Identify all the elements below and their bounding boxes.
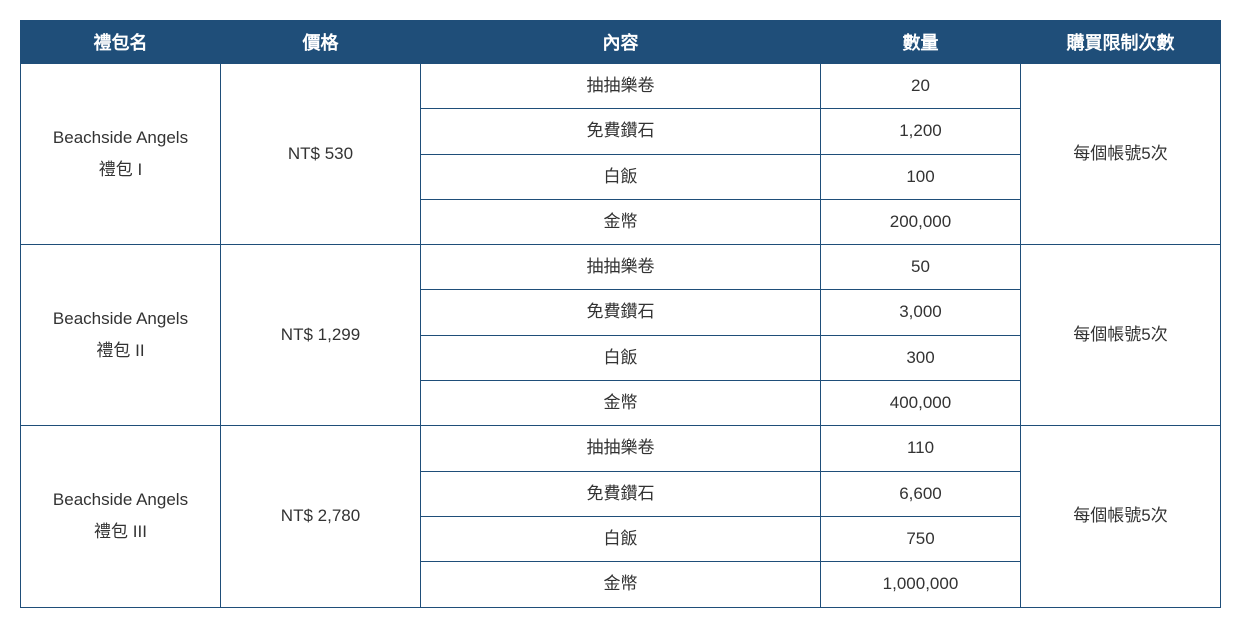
item-quantity-cell: 6,600 xyxy=(821,471,1021,516)
item-content-cell: 免費鑽石 xyxy=(421,471,821,516)
item-quantity-cell: 1,000,000 xyxy=(821,562,1021,607)
package-name-cell: Beachside Angels 禮包 III xyxy=(21,426,221,607)
item-content-cell: 抽抽樂卷 xyxy=(421,426,821,471)
package-limit-cell: 每個帳號5次 xyxy=(1021,64,1221,245)
item-quantity-cell: 1,200 xyxy=(821,109,1021,154)
item-content-cell: 金幣 xyxy=(421,381,821,426)
item-quantity-cell: 200,000 xyxy=(821,199,1021,244)
package-name-cell: Beachside Angels 禮包 I xyxy=(21,64,221,245)
item-quantity-cell: 20 xyxy=(821,64,1021,109)
item-content-cell: 免費鑽石 xyxy=(421,109,821,154)
package-price-cell: NT$ 2,780 xyxy=(221,426,421,607)
col-header-content: 內容 xyxy=(421,21,821,64)
item-quantity-cell: 110 xyxy=(821,426,1021,471)
table-row: Beachside Angels 禮包 III NT$ 2,780 抽抽樂卷 1… xyxy=(21,426,1221,471)
table-header-row: 禮包名 價格 內容 數量 購買限制次數 xyxy=(21,21,1221,64)
package-limit-cell: 每個帳號5次 xyxy=(1021,426,1221,607)
col-header-limit: 購買限制次數 xyxy=(1021,21,1221,64)
table-body: Beachside Angels 禮包 I NT$ 530 抽抽樂卷 20 每個… xyxy=(21,64,1221,608)
item-content-cell: 白飯 xyxy=(421,335,821,380)
item-quantity-cell: 100 xyxy=(821,154,1021,199)
item-content-cell: 白飯 xyxy=(421,154,821,199)
item-content-cell: 金幣 xyxy=(421,562,821,607)
item-quantity-cell: 750 xyxy=(821,516,1021,561)
item-quantity-cell: 3,000 xyxy=(821,290,1021,335)
packages-table: 禮包名 價格 內容 數量 購買限制次數 Beachside Angels 禮包 … xyxy=(20,20,1221,608)
col-header-price: 價格 xyxy=(221,21,421,64)
package-limit-cell: 每個帳號5次 xyxy=(1021,245,1221,426)
item-content-cell: 抽抽樂卷 xyxy=(421,64,821,109)
table-row: Beachside Angels 禮包 II NT$ 1,299 抽抽樂卷 50… xyxy=(21,245,1221,290)
package-name-cell: Beachside Angels 禮包 II xyxy=(21,245,221,426)
item-content-cell: 抽抽樂卷 xyxy=(421,245,821,290)
package-price-cell: NT$ 1,299 xyxy=(221,245,421,426)
table-row: Beachside Angels 禮包 I NT$ 530 抽抽樂卷 20 每個… xyxy=(21,64,1221,109)
item-content-cell: 金幣 xyxy=(421,199,821,244)
item-quantity-cell: 400,000 xyxy=(821,381,1021,426)
item-quantity-cell: 300 xyxy=(821,335,1021,380)
package-price-cell: NT$ 530 xyxy=(221,64,421,245)
item-quantity-cell: 50 xyxy=(821,245,1021,290)
item-content-cell: 免費鑽石 xyxy=(421,290,821,335)
col-header-quantity: 數量 xyxy=(821,21,1021,64)
item-content-cell: 白飯 xyxy=(421,516,821,561)
col-header-package-name: 禮包名 xyxy=(21,21,221,64)
